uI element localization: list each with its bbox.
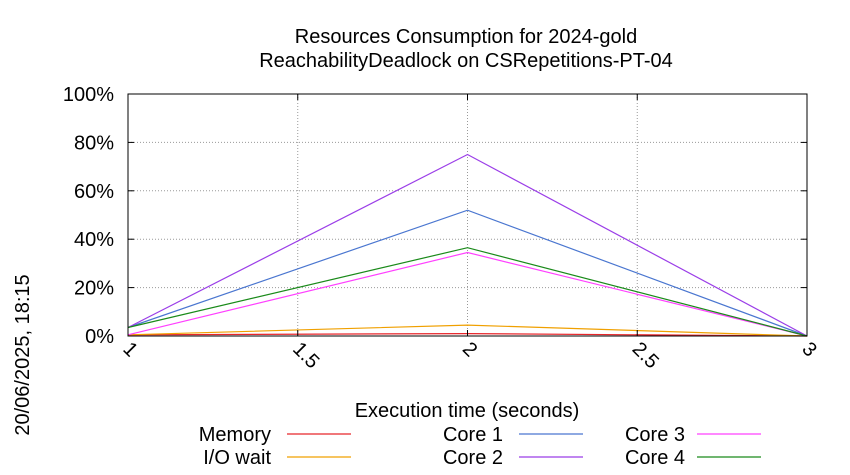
timestamp-label: 20/06/2025, 18:15: [12, 274, 34, 435]
y-tick-label: 0%: [85, 326, 114, 348]
x-axis: 1 1.5 2 2.5 3: [118, 94, 821, 373]
x-tick-label: 2: [458, 338, 481, 361]
x-tick-label: 2.5: [628, 338, 663, 373]
series-line-core-2: [127, 153, 808, 337]
y-tick-label: 80%: [74, 132, 114, 154]
legend-label-core-1: Core 1: [443, 424, 503, 446]
legend-label-core-4: Core 4: [625, 447, 685, 469]
x-tick-label: 1: [118, 338, 141, 361]
series-line-core-1: [127, 209, 808, 337]
chart-title: Resources Consumption for 2024-gold: [295, 26, 637, 48]
x-axis-label: Execution time (seconds): [355, 400, 580, 422]
y-axis: 0% 20% 40% 60% 80% 100%: [63, 84, 807, 348]
x-tick-label: 1.5: [288, 338, 323, 373]
legend-label-core-2: Core 2: [443, 447, 503, 469]
grid: [127, 93, 808, 337]
legend-label-i-o-wait: I/O wait: [203, 447, 271, 469]
series-line-core-4: [127, 247, 808, 337]
series-line-core-3: [127, 251, 808, 337]
y-tick-label: 100%: [63, 84, 114, 106]
series-line-i-o-wait: [127, 324, 808, 337]
legend-label-core-3: Core 3: [625, 424, 685, 446]
x-tick-label: 3: [797, 338, 820, 361]
y-tick-label: 20%: [74, 278, 114, 300]
legend-label-memory: Memory: [199, 424, 271, 446]
y-tick-label: 40%: [74, 229, 114, 251]
y-tick-label: 60%: [74, 181, 114, 203]
series-layer: [127, 153, 808, 337]
chart-subtitle: ReachabilityDeadlock on CSRepetitions-PT…: [259, 50, 673, 72]
